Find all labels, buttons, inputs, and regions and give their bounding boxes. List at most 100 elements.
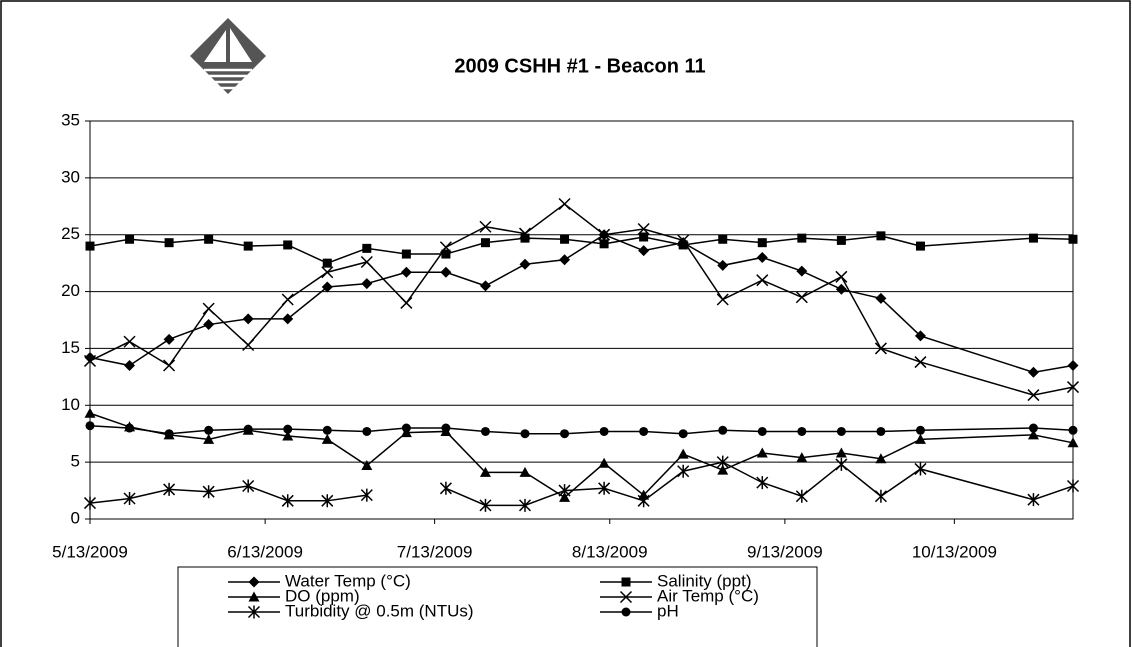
y-tick-label: 35 [61,110,80,129]
data-point [797,426,807,436]
marker-shape [717,464,729,475]
marker [619,590,633,604]
marker-shape [677,448,689,459]
series-line [89,233,1074,374]
marker-shape [914,356,927,369]
marker-shape [401,249,411,259]
marker-shape [560,234,570,244]
data-point [202,302,215,315]
data-point [123,335,136,348]
data-point [400,296,413,309]
data-point [795,291,808,304]
data-point [439,481,452,495]
marker-shape [362,243,372,253]
data-point [520,233,530,243]
marker-shape [321,433,333,444]
data-point [83,496,97,510]
data-point [1068,425,1078,435]
marker-shape [322,258,332,268]
data-point [836,235,846,245]
marker-shape [915,241,925,251]
marker-shape [619,590,633,604]
marker-shape [282,313,294,325]
data-point [756,476,769,490]
marker-shape [1028,233,1038,243]
x-tick-label: 5/13/2009 [52,542,128,561]
marker [621,577,631,587]
data-point [876,426,886,436]
marker-shape [85,241,95,251]
marker-shape [163,359,176,372]
legend-label: pH [657,601,679,620]
data-point [125,423,135,433]
marker-shape [248,576,260,588]
marker-shape [400,296,413,309]
marker-shape [283,240,293,250]
marker-shape [836,426,846,436]
marker-shape [283,424,293,434]
data-point [875,292,887,304]
marker-shape [1028,423,1038,433]
data-point [1028,233,1038,243]
y-tick-label: 0 [71,508,80,527]
data-point [440,266,452,278]
marker-shape [677,464,690,478]
marker-shape [125,234,135,244]
marker-shape [621,577,631,587]
marker-shape [1068,234,1078,244]
marker-shape [796,452,808,463]
series-line [89,235,1074,264]
data-point [204,425,214,435]
marker-shape [914,462,927,476]
data-point [203,319,215,331]
data-point [400,266,412,278]
data-point [164,429,174,439]
data-point [678,429,688,439]
data-point [756,447,768,458]
data-point [835,447,847,458]
marker-shape [718,425,728,435]
marker-shape [756,447,768,458]
marker-shape [125,423,135,433]
data-point [1028,423,1038,433]
marker-shape [439,481,452,495]
data-point [1066,381,1080,394]
marker-shape [202,302,215,315]
data-point [203,433,215,444]
data-point [518,498,532,512]
marker-shape [756,476,769,490]
data-point [282,430,294,441]
legend [177,566,818,647]
marker-shape [1066,479,1080,493]
marker-shape [440,266,452,278]
data-point [479,280,491,292]
marker-shape [247,605,261,619]
data-point [321,281,333,293]
marker-shape [164,429,174,439]
data-point [639,426,649,436]
data-point [480,426,490,436]
data-point [914,433,926,444]
marker-shape [520,233,530,243]
marker-shape [439,241,452,254]
series-line [89,425,1074,435]
legend-label: Salinity (ppt) [657,571,751,590]
marker-shape [874,342,887,355]
data-point [718,425,728,435]
y-tick-label: 5 [71,452,80,471]
data-point [560,429,570,439]
marker-shape [558,197,571,211]
marker-shape [599,239,609,249]
marker-shape [479,498,492,512]
marker-shape [678,240,688,250]
data-point [361,460,373,471]
marker-shape [243,241,253,251]
logo [190,18,266,94]
marker-shape [282,430,294,441]
data-point [1027,493,1040,507]
marker-shape [795,489,808,503]
marker-shape [639,426,649,436]
data-point [124,359,136,371]
data-point [795,489,808,503]
marker-shape [360,255,373,269]
